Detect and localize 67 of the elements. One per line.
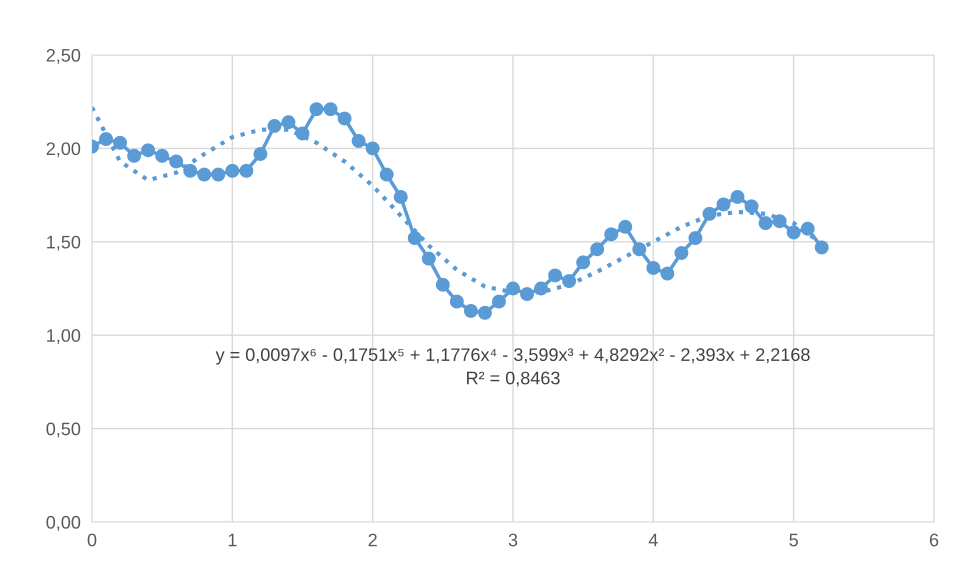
point xyxy=(730,190,744,204)
point xyxy=(772,214,787,228)
point xyxy=(239,164,254,178)
point xyxy=(646,261,660,275)
point xyxy=(534,282,548,296)
point xyxy=(197,168,212,182)
annotation: y = 0,0097x⁶ - 0,1751x⁵ + 1,1776x⁴ - 3,599x³ + 4,8292x² - 2,393x + 2,2168 xyxy=(216,348,810,365)
point xyxy=(758,216,773,230)
point xyxy=(688,231,702,246)
point xyxy=(408,231,422,246)
point xyxy=(422,252,436,266)
point xyxy=(338,112,352,126)
point xyxy=(506,282,520,296)
y-tick-label: 1,00 xyxy=(47,329,80,344)
point xyxy=(618,220,632,234)
point xyxy=(520,287,534,302)
point xyxy=(155,148,170,163)
y-tick-label: 0,50 xyxy=(46,422,80,438)
point xyxy=(562,274,576,288)
y-tick-label: 2,00 xyxy=(46,142,80,158)
point xyxy=(127,148,142,163)
point xyxy=(478,306,492,320)
point xyxy=(450,294,464,309)
point xyxy=(492,294,506,309)
point xyxy=(99,132,113,146)
point xyxy=(786,226,801,240)
point xyxy=(436,278,450,292)
point xyxy=(113,136,128,150)
point xyxy=(576,255,590,270)
point xyxy=(548,268,562,282)
point xyxy=(632,242,646,256)
point xyxy=(141,143,156,158)
y-tick-label: 1,50 xyxy=(47,236,80,251)
point xyxy=(282,115,296,130)
point xyxy=(464,304,478,318)
point xyxy=(169,154,184,168)
point xyxy=(310,102,324,116)
point xyxy=(253,147,268,161)
x-tick-label: 0 xyxy=(88,534,96,546)
point xyxy=(225,164,240,178)
x-tick-label: 6 xyxy=(930,534,938,546)
point xyxy=(296,126,310,140)
x-tick-label: 2 xyxy=(368,534,377,546)
y-tick-label: 0,00 xyxy=(46,516,80,531)
point xyxy=(814,240,829,254)
point xyxy=(267,119,282,133)
point xyxy=(604,227,618,242)
point xyxy=(366,141,380,156)
point xyxy=(380,168,394,182)
x-tick-label: 5 xyxy=(789,534,798,546)
point xyxy=(590,242,604,256)
point xyxy=(352,134,366,148)
point xyxy=(744,199,759,214)
point xyxy=(702,206,716,221)
point xyxy=(660,266,674,280)
annotation: R² = 0,8463 xyxy=(467,372,560,387)
y-tick-label: 2,50 xyxy=(46,48,80,64)
point xyxy=(716,197,730,212)
point xyxy=(211,168,226,182)
x-tick-label: 3 xyxy=(508,534,518,546)
point xyxy=(324,102,338,116)
x-tick-label: 1 xyxy=(228,534,236,546)
point xyxy=(674,246,688,260)
point xyxy=(394,190,408,204)
x-tick-label: 4 xyxy=(648,534,658,546)
point xyxy=(800,222,815,236)
point xyxy=(183,164,198,178)
